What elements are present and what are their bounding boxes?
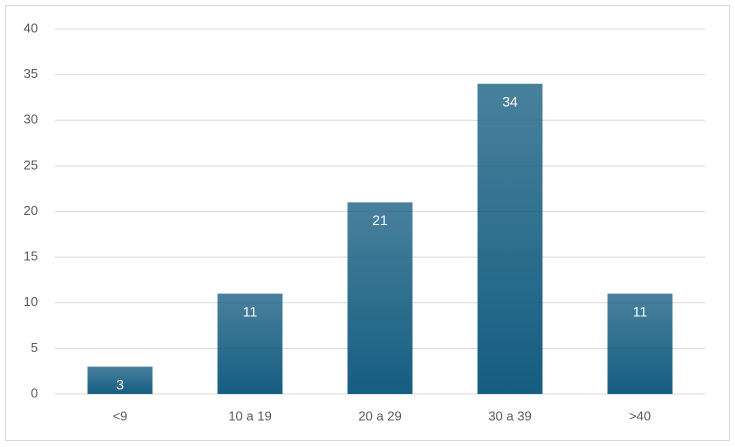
data-label: 34 xyxy=(502,93,518,109)
data-label: 3 xyxy=(116,376,124,392)
x-tick-label: 20 a 29 xyxy=(358,408,401,423)
bar xyxy=(477,83,543,394)
y-tick-label: 5 xyxy=(31,340,38,355)
data-label: 11 xyxy=(243,303,258,319)
data-label: 21 xyxy=(372,212,388,228)
x-tick-label: <9 xyxy=(113,408,128,423)
bar xyxy=(217,293,283,394)
y-tick-label: 40 xyxy=(24,20,38,35)
bar xyxy=(347,202,413,394)
y-tick-label: 10 xyxy=(24,294,38,309)
y-tick-label: 35 xyxy=(24,66,38,81)
y-tick-label: 15 xyxy=(24,249,38,264)
data-label: 11 xyxy=(633,303,648,319)
bar xyxy=(87,366,153,394)
y-tick-label: 25 xyxy=(24,157,38,172)
y-tick-label: 20 xyxy=(24,203,38,218)
x-tick-label: 30 a 39 xyxy=(488,408,531,423)
y-tick-label: 30 xyxy=(24,112,38,127)
y-tick-label: 0 xyxy=(31,385,38,400)
x-tick-label: 10 a 19 xyxy=(228,408,271,423)
bar xyxy=(607,293,673,394)
x-tick-label: >40 xyxy=(629,408,651,423)
